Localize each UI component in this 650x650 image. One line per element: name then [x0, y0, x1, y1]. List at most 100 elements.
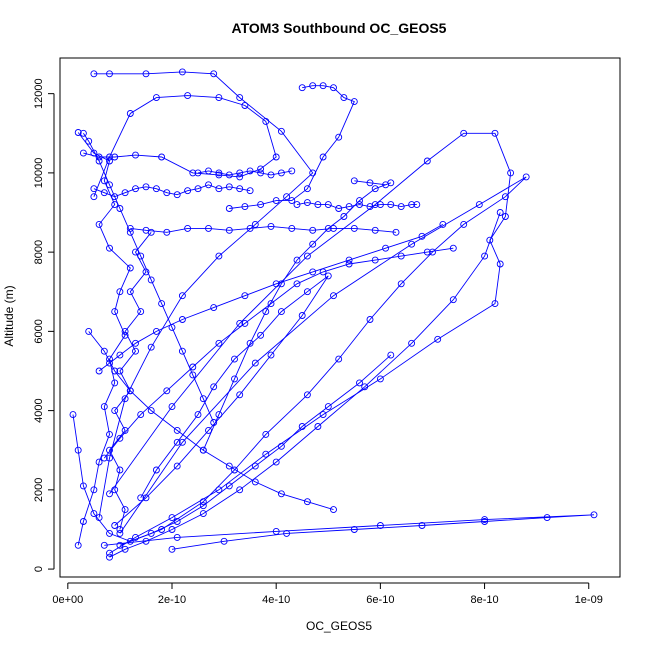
series-17 — [95, 220, 447, 375]
data-point — [267, 300, 275, 308]
series-line — [130, 225, 397, 233]
data-point — [267, 171, 275, 179]
data-point — [137, 252, 145, 260]
data-point — [277, 127, 285, 135]
data-point — [246, 167, 254, 175]
series-2 — [90, 68, 317, 522]
data-point — [90, 193, 98, 201]
data-point — [100, 347, 108, 355]
data-point — [330, 506, 337, 514]
data-point — [116, 526, 124, 533]
data-point — [95, 157, 103, 165]
data-point — [106, 529, 113, 537]
series-line — [109, 212, 501, 558]
data-point — [303, 391, 311, 399]
data-point — [543, 514, 551, 522]
series-line — [114, 275, 329, 526]
series-20 — [194, 167, 296, 179]
data-point — [408, 201, 416, 209]
data-point — [106, 454, 113, 462]
data-point — [277, 308, 285, 316]
data-point — [111, 193, 119, 201]
data-point — [246, 187, 254, 195]
data-point — [387, 351, 395, 359]
data-point — [106, 181, 113, 189]
data-point — [319, 153, 327, 161]
data-point — [335, 205, 343, 212]
data-point — [225, 462, 233, 470]
data-point — [392, 228, 400, 236]
data-point — [350, 177, 358, 185]
series-line — [104, 514, 595, 550]
data-point — [303, 288, 311, 296]
data-point — [116, 367, 124, 375]
data-point — [79, 149, 87, 157]
data-point — [345, 203, 353, 211]
data-point — [460, 220, 468, 228]
data-point — [283, 193, 291, 201]
data-point — [152, 327, 160, 335]
data-point — [106, 70, 113, 78]
data-point — [418, 232, 426, 240]
data-point — [491, 300, 499, 308]
data-point — [434, 335, 442, 343]
data-point — [90, 70, 98, 78]
x-tick-label: 2e-10 — [158, 594, 186, 606]
data-point — [251, 359, 259, 367]
data-point — [173, 462, 181, 470]
data-point — [449, 296, 457, 304]
data-point — [116, 466, 124, 474]
series-line — [93, 71, 314, 518]
data-point — [205, 167, 212, 175]
data-point — [215, 169, 223, 177]
series-line — [83, 133, 215, 423]
data-point — [215, 339, 223, 347]
data-point — [168, 545, 176, 553]
data-point — [408, 240, 416, 248]
data-point — [309, 226, 317, 234]
data-point — [79, 129, 87, 137]
data-point — [126, 288, 134, 296]
data-point — [330, 84, 337, 92]
data-point — [126, 110, 134, 117]
data-point — [350, 224, 358, 232]
data-point — [501, 213, 509, 220]
data-point — [257, 331, 265, 339]
data-point — [257, 169, 265, 177]
data-point — [184, 224, 192, 232]
data-point — [147, 276, 155, 284]
data-point — [376, 375, 384, 383]
data-point — [116, 351, 124, 359]
data-point — [199, 446, 207, 454]
data-point — [397, 203, 405, 211]
data-point — [371, 256, 379, 264]
series-line — [77, 132, 131, 546]
data-point — [345, 260, 353, 268]
data-point — [100, 403, 108, 411]
x-tick-label: 8e-10 — [470, 594, 498, 606]
data-point — [142, 494, 150, 502]
data-point — [173, 533, 181, 541]
data-point — [163, 189, 171, 197]
data-point — [376, 522, 384, 529]
data-point — [137, 411, 145, 419]
data-point — [173, 426, 181, 434]
data-point — [356, 197, 363, 205]
data-point — [449, 244, 457, 252]
data-point — [241, 102, 249, 109]
data-point — [178, 68, 186, 76]
series-line — [109, 132, 512, 554]
data-point — [236, 486, 244, 494]
series-line — [72, 354, 392, 542]
data-point — [376, 201, 384, 209]
data-point — [111, 486, 119, 494]
series-line — [119, 176, 527, 546]
data-point — [168, 526, 176, 533]
data-point — [277, 490, 285, 498]
data-point — [303, 498, 311, 506]
data-point — [163, 387, 171, 395]
data-point — [199, 510, 207, 518]
data-point — [272, 458, 280, 466]
x-tick-label: 0e+00 — [52, 594, 83, 606]
